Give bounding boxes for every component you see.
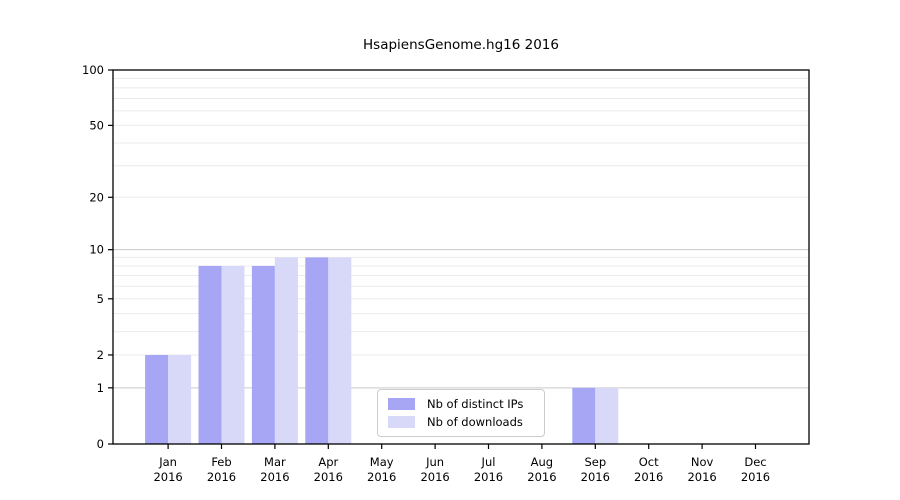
x-tick-label-year: 2016 [634,470,663,484]
y-tick-label: 5 [97,292,104,306]
x-tick-label-month: Sep [584,455,606,469]
y-tick-label: 50 [89,118,104,132]
bar-downloads-apr [328,257,352,444]
axis-frame [112,69,810,445]
bar-distinct-ips-feb [198,265,222,444]
legend-item-distinct-ips: Nb of distinct IPs [386,396,536,413]
x-tick-label-month: Oct [639,455,659,469]
bar-downloads-feb [221,265,245,444]
x-tick-label-month: Jan [158,455,177,469]
bar-downloads-sep [595,387,619,444]
x-tick-label-year: 2016 [420,470,449,484]
legend-label-distinct-ips: Nb of distinct IPs [427,397,524,411]
x-tick-label-month: Feb [211,455,231,469]
y-tick-label: 10 [89,243,104,257]
legend-swatch-downloads [388,416,415,428]
chart-title: HsapiensGenome.hg16 2016 [363,37,559,53]
legend-swatch-distinct-ips [388,398,415,410]
bar-distinct-ips-jan [145,354,169,444]
y-tick-label: 20 [89,190,104,204]
x-tick-label-month: Aug [531,455,553,469]
x-tick-label-month: Apr [318,455,338,469]
x-tick-label-year: 2016 [314,470,343,484]
x-tick-label-year: 2016 [260,470,289,484]
y-tick-label: 2 [97,348,104,362]
x-tick-label-year: 2016 [741,470,770,484]
x-tick-label-month: May [370,455,394,469]
x-tick-label-month: Jul [481,455,496,469]
x-tick-label-year: 2016 [367,470,396,484]
bar-distinct-ips-apr [305,257,329,444]
bar-distinct-ips-mar [251,265,275,444]
x-tick-label-month: Mar [264,455,286,469]
x-tick-label-year: 2016 [207,470,236,484]
y-tick-label: 1 [97,381,104,395]
legend: Nb of distinct IPs Nb of downloads [377,389,545,437]
x-tick-label-year: 2016 [581,470,610,484]
x-tick-label-year: 2016 [474,470,503,484]
legend-item-downloads: Nb of downloads [386,414,536,431]
x-tick-label-month: Jun [425,455,444,469]
bar-distinct-ips-sep [572,387,596,444]
x-tick-label-year: 2016 [153,470,182,484]
y-tick-label: 0 [97,437,104,451]
bar-downloads-mar [274,257,298,444]
x-tick-label-year: 2016 [527,470,556,484]
bar-downloads-jan [168,354,192,444]
x-tick-label-month: Dec [744,455,766,469]
y-tick-label: 100 [82,63,104,77]
x-tick-label-month: Nov [691,455,714,469]
x-tick-label-year: 2016 [687,470,716,484]
legend-label-downloads: Nb of downloads [427,415,523,429]
